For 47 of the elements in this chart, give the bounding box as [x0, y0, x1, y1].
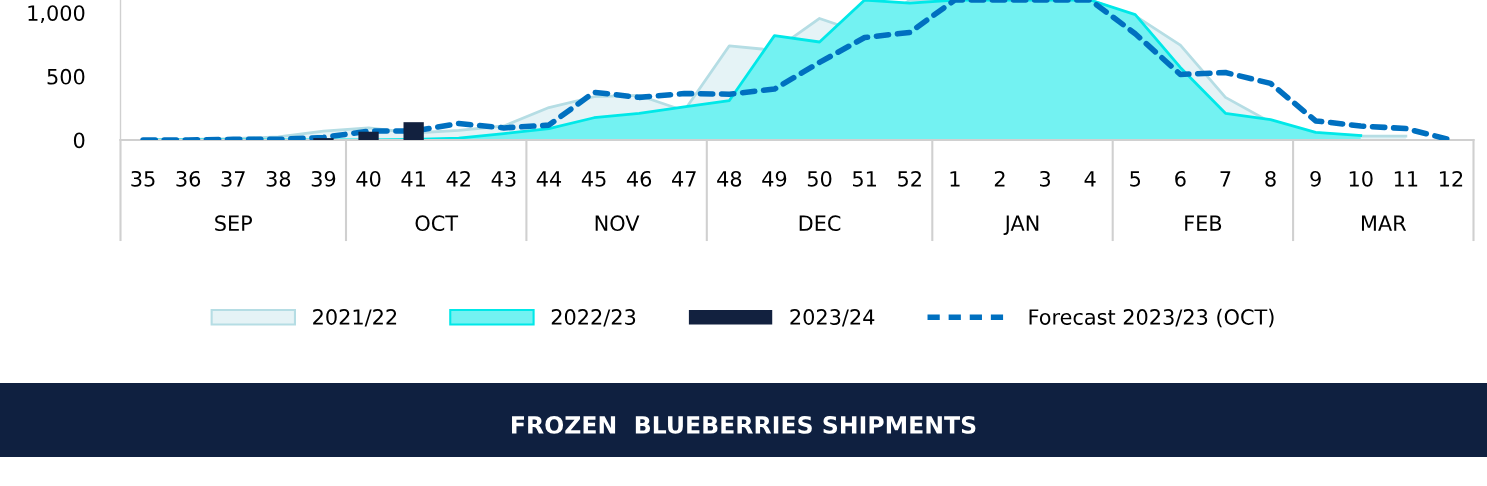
x-tick-label: 12: [1439, 170, 1463, 187]
x-tick-label: 42: [446, 170, 470, 187]
bar: [358, 131, 379, 140]
legend-label: 2022/23: [551, 309, 636, 327]
x-tick-label: 51: [853, 171, 876, 187]
text: NOV: [595, 215, 640, 232]
legend-label: 2023/24: [790, 309, 875, 327]
x-tick-label: 1: [950, 171, 960, 187]
x-tick-label: 10: [1349, 170, 1373, 187]
x-tick-label: 38: [266, 170, 291, 187]
x-tick-label: 3: [1040, 170, 1051, 187]
x-tick-label: 52: [898, 170, 921, 187]
text: FEB: [1185, 215, 1222, 231]
x-tick-label: 7: [1220, 171, 1231, 187]
x-tick-label: 9: [1310, 170, 1321, 187]
text: MAR: [1361, 215, 1407, 231]
x-tick-label: 50: [807, 170, 832, 187]
x-tick-label: 49: [762, 170, 787, 187]
y-tick-label: 500: [47, 68, 85, 85]
text: OCT: [415, 215, 459, 232]
x-tick-label: 40: [356, 170, 381, 187]
text: SEP: [215, 215, 253, 232]
x-tick-label: 48: [717, 170, 742, 187]
x-tick-label: 39: [311, 170, 336, 187]
x-tick-label: 8: [1265, 170, 1276, 187]
x-tick-label: 47: [672, 171, 696, 187]
y-tick-label: 1,000: [28, 5, 85, 24]
text: JAN: [1003, 215, 1039, 235]
x-tick-label: 35: [131, 170, 155, 187]
x-tick-label: 43: [491, 170, 516, 187]
x-tick-label: 11: [1394, 171, 1418, 187]
legend-label: 2021/22: [313, 309, 397, 327]
x-tick-label: 37: [221, 170, 245, 187]
x-tick-label: 6: [1175, 170, 1186, 187]
legend-label: Forecast 2023/23 (OCT): [1029, 308, 1274, 328]
x-tick-label: 44: [536, 171, 562, 187]
x-tick-label: 4: [1084, 171, 1096, 187]
x-tick-label: 2: [994, 170, 1005, 187]
x-tick-label: 36: [176, 170, 201, 187]
x-tick-label: 41: [401, 171, 425, 187]
y-tick-label: 0: [73, 132, 85, 149]
text: FROZEN BLUEBERRIES SHIPMENTS: [512, 415, 976, 434]
x-tick-label: 5: [1130, 171, 1141, 187]
text: DEC: [799, 215, 841, 232]
x-tick-label: 45: [581, 171, 606, 187]
bar: [403, 122, 424, 140]
x-tick-label: 46: [626, 170, 652, 187]
